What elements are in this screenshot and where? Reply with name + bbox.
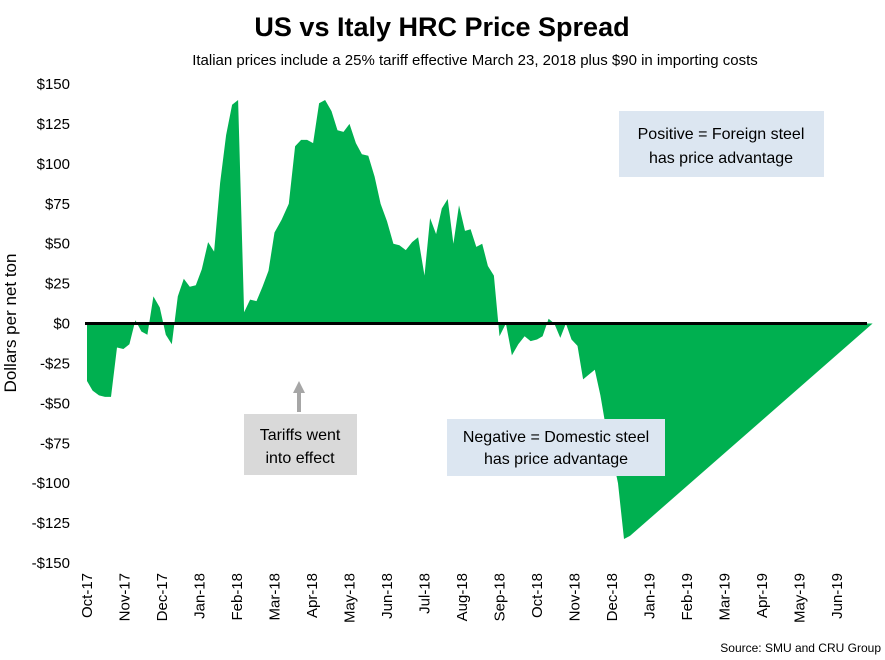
y-tick-label: $50 [45, 236, 70, 253]
y-tick-label: $0 [53, 316, 70, 333]
x-axis-ticks: Oct-17 Nov-17 Dec-17 Jan-18 Feb-18 Mar-18 Apr-… [79, 573, 846, 623]
y-tick-label: $75 [45, 196, 70, 213]
positive-annotation-box [619, 111, 824, 177]
x-tick-label: Apr-19 [754, 573, 771, 618]
x-tick-label: Oct-18 [529, 573, 546, 618]
tariffs-annotation-line2: into effect [265, 450, 335, 467]
source-note: Source: SMU and CRU Group [720, 641, 881, 655]
y-tick-label: -$75 [40, 435, 70, 452]
tariffs-annotation: Tariffs went into effect [244, 381, 357, 475]
y-tick-label: $100 [37, 156, 70, 173]
spread-area [87, 100, 873, 539]
x-tick-label: Nov-17 [117, 573, 134, 621]
y-tick-label: -$25 [40, 355, 70, 372]
x-tick-label: Mar-18 [267, 573, 284, 621]
x-tick-label: Jun-19 [829, 573, 846, 619]
y-tick-label: -$100 [32, 475, 70, 492]
x-tick-label: Nov-18 [567, 573, 584, 621]
x-tick-label: Feb-19 [679, 573, 696, 621]
tariffs-annotation-box [244, 414, 357, 475]
positive-annotation-line2: has price advantage [649, 150, 793, 167]
positive-annotation: Positive = Foreign steel has price advan… [619, 111, 824, 177]
tariffs-arrow-head [293, 381, 305, 393]
x-tick-label: Dec-17 [154, 573, 171, 621]
y-tick-label: $125 [37, 116, 70, 133]
negative-annotation: Negative = Domestic steel has price adva… [447, 419, 665, 476]
x-tick-label: Feb-18 [229, 573, 246, 621]
y-tick-label: $150 [37, 76, 70, 93]
y-axis-ticks: $150 $125 $100 $75 $50 $25 $0 -$25 -$50 -$75 -$100… [32, 76, 70, 572]
x-tick-label: Aug-18 [454, 573, 471, 621]
negative-annotation-box [447, 419, 665, 476]
x-tick-label: Jan-18 [192, 573, 209, 619]
tariffs-annotation-line1: Tariffs went [260, 427, 341, 444]
y-tick-label: -$50 [40, 395, 70, 412]
x-tick-label: Apr-18 [304, 573, 321, 618]
x-tick-label: Sep-18 [492, 573, 509, 621]
negative-annotation-line1: Negative = Domestic steel [463, 429, 649, 446]
x-tick-label: Dec-18 [604, 573, 621, 621]
negative-annotation-line2: has price advantage [484, 451, 628, 468]
x-tick-label: May-19 [792, 573, 809, 623]
x-tick-label: Jan-19 [642, 573, 659, 619]
x-tick-label: Jul-18 [417, 573, 434, 614]
y-tick-label: -$150 [32, 555, 70, 572]
y-axis-label: Dollars per net ton [1, 254, 20, 393]
x-tick-label: May-18 [342, 573, 359, 623]
positive-annotation-line1: Positive = Foreign steel [638, 126, 805, 143]
x-tick-label: Jun-18 [379, 573, 396, 619]
chart-subtitle: Italian prices include a 25% tariff effe… [192, 52, 758, 69]
x-tick-label: Oct-17 [79, 573, 96, 618]
y-tick-label: -$125 [32, 515, 70, 532]
x-tick-label: Mar-19 [717, 573, 734, 621]
chart-title: US vs Italy HRC Price Spread [254, 12, 629, 42]
y-tick-label: $25 [45, 276, 70, 293]
